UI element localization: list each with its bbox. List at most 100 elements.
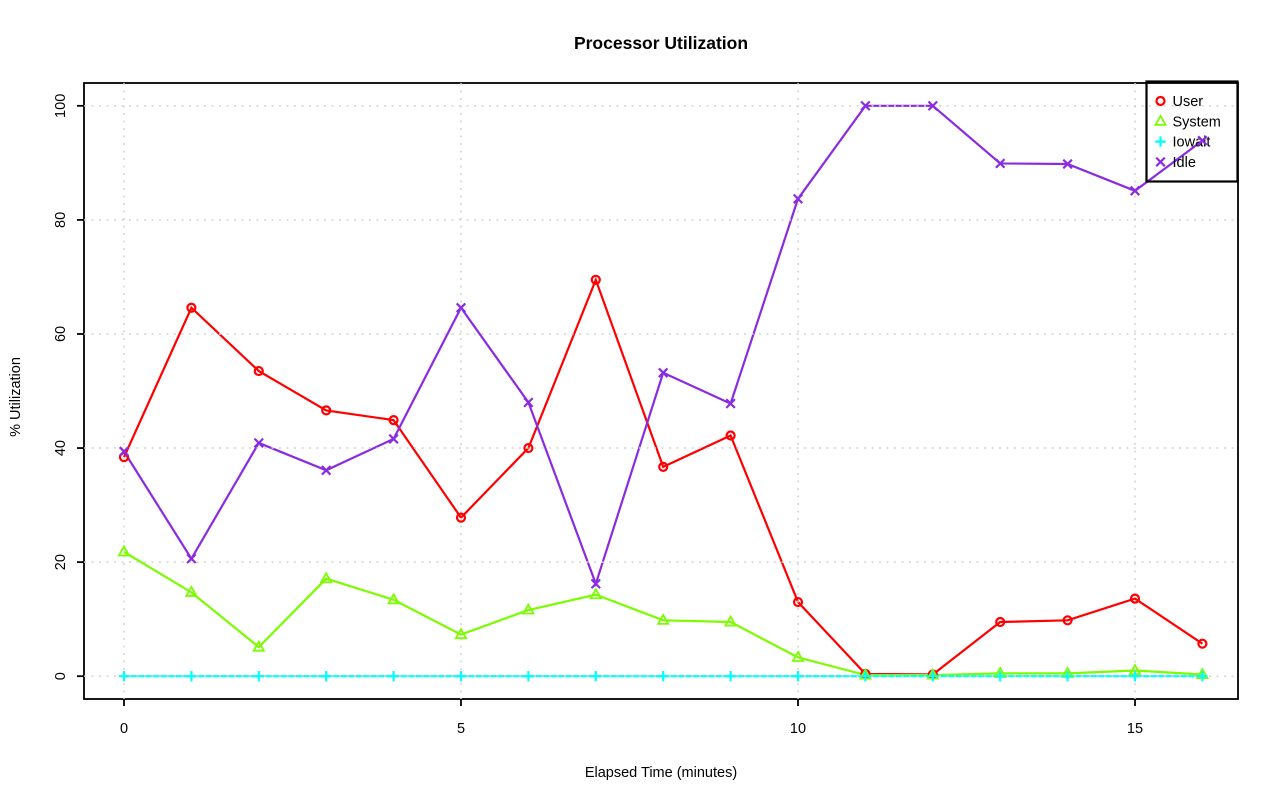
x-axis: 0 5 10 15 bbox=[120, 699, 1143, 737]
data-point-marker bbox=[321, 405, 332, 416]
y-axis-label: % Utilization bbox=[8, 357, 24, 437]
plot-area: 0 5 10 15 0 20 40 60 80 100 User System Iowait Idle bbox=[53, 80, 1239, 737]
data-point-marker bbox=[995, 158, 1006, 169]
x-tick-label: 5 bbox=[457, 721, 465, 737]
data-point-marker bbox=[656, 613, 670, 625]
x-axis-label: Elapsed Time (minutes) bbox=[585, 765, 737, 781]
data-point-marker bbox=[658, 671, 669, 682]
series-lines bbox=[122, 104, 1204, 678]
data-point-marker bbox=[995, 671, 1006, 682]
data-point-marker bbox=[725, 671, 736, 682]
data-point-marker bbox=[455, 671, 467, 682]
data-point-marker bbox=[1062, 671, 1073, 682]
data-point-marker bbox=[117, 544, 131, 557]
data-point-marker bbox=[386, 592, 401, 605]
legend-marker-circle bbox=[1155, 95, 1166, 107]
data-point-marker bbox=[253, 365, 264, 377]
data-point-marker bbox=[454, 627, 468, 640]
data-point-marker bbox=[590, 274, 601, 285]
data-point-marker bbox=[184, 585, 199, 597]
data-point-marker bbox=[1129, 671, 1141, 682]
data-point-marker bbox=[388, 671, 399, 682]
data-point-marker bbox=[995, 616, 1006, 628]
data-point-marker bbox=[118, 671, 130, 682]
legend-label: System bbox=[1173, 114, 1221, 130]
data-point-marker bbox=[1129, 593, 1141, 604]
x-tick-label: 0 bbox=[120, 721, 128, 737]
legend-marker-x bbox=[1155, 156, 1166, 167]
data-point-marker bbox=[186, 302, 197, 313]
data-point-marker bbox=[319, 571, 333, 584]
data-point-marker bbox=[118, 446, 130, 457]
data-point-marker bbox=[523, 442, 534, 454]
data-point-marker bbox=[792, 596, 804, 608]
data-point-marker bbox=[521, 602, 536, 615]
plot-box bbox=[83, 82, 1239, 700]
data-point-marker bbox=[455, 302, 467, 313]
data-point-marker bbox=[523, 671, 534, 682]
data-point-marker bbox=[253, 671, 264, 682]
legend-item-user: User bbox=[1155, 94, 1204, 110]
data-point-marker bbox=[1197, 638, 1208, 649]
legend-item-idle: Idle bbox=[1155, 155, 1196, 171]
legend-item-system: System bbox=[1153, 114, 1221, 130]
legend-marker-triangle bbox=[1153, 114, 1168, 126]
data-point-marker bbox=[1062, 615, 1073, 626]
series-markers-system bbox=[117, 544, 1210, 680]
data-point-marker bbox=[523, 397, 534, 408]
data-point-marker bbox=[723, 614, 738, 627]
legend-item-iowait: Iowait bbox=[1155, 135, 1210, 151]
data-point-marker bbox=[860, 100, 871, 111]
series-line-idle bbox=[123, 104, 1204, 588]
data-point-marker bbox=[792, 193, 804, 204]
y-tick-label: 80 bbox=[53, 212, 69, 228]
x-tick-label: 10 bbox=[790, 721, 806, 737]
legend: User System Iowait Idle bbox=[1145, 80, 1239, 183]
legend-border bbox=[1145, 80, 1239, 183]
gridlines bbox=[84, 83, 1238, 699]
series-markers-user bbox=[118, 274, 1208, 680]
legend-marker-plus bbox=[1155, 136, 1166, 147]
data-point-marker bbox=[725, 430, 736, 441]
data-point-marker bbox=[252, 639, 266, 652]
data-point-marker bbox=[1197, 135, 1208, 146]
data-point-marker bbox=[321, 465, 332, 476]
data-point-marker bbox=[658, 367, 669, 378]
data-point-marker bbox=[118, 452, 130, 463]
data-point-marker bbox=[589, 587, 603, 600]
legend-label: User bbox=[1173, 94, 1204, 110]
data-point-marker bbox=[388, 415, 399, 426]
y-tick-label: 100 bbox=[53, 94, 69, 118]
data-point-marker bbox=[321, 671, 332, 682]
data-point-marker bbox=[658, 461, 669, 472]
y-tick-label: 60 bbox=[53, 326, 69, 342]
y-tick-label: 20 bbox=[53, 554, 69, 570]
data-point-marker bbox=[590, 578, 601, 589]
data-point-marker bbox=[927, 671, 938, 682]
data-point-marker bbox=[455, 512, 467, 523]
x-tick-label: 15 bbox=[1127, 721, 1143, 737]
data-point-marker bbox=[927, 100, 938, 111]
chart-title: Processor Utilization bbox=[574, 33, 748, 53]
y-tick-label: 0 bbox=[53, 672, 69, 680]
data-point-marker bbox=[860, 671, 871, 682]
series-line-user bbox=[122, 276, 1204, 676]
data-point-marker bbox=[186, 671, 197, 682]
data-point-marker bbox=[253, 437, 264, 448]
data-point-marker bbox=[1197, 671, 1208, 682]
data-point-marker bbox=[1062, 158, 1073, 170]
y-axis: 0 20 40 60 80 100 bbox=[53, 94, 84, 680]
data-point-marker bbox=[725, 398, 736, 409]
data-point-marker bbox=[186, 553, 197, 564]
data-point-marker bbox=[388, 433, 399, 445]
data-point-marker bbox=[1129, 185, 1141, 196]
data-point-marker bbox=[590, 671, 601, 682]
data-point-marker bbox=[791, 650, 805, 662]
y-tick-label: 40 bbox=[53, 440, 69, 456]
series-markers-idle bbox=[118, 100, 1208, 589]
series-line-system bbox=[123, 550, 1203, 677]
data-point-marker bbox=[792, 671, 804, 682]
series-markers-iowait bbox=[118, 671, 1208, 682]
legend-label: Idle bbox=[1173, 155, 1196, 171]
